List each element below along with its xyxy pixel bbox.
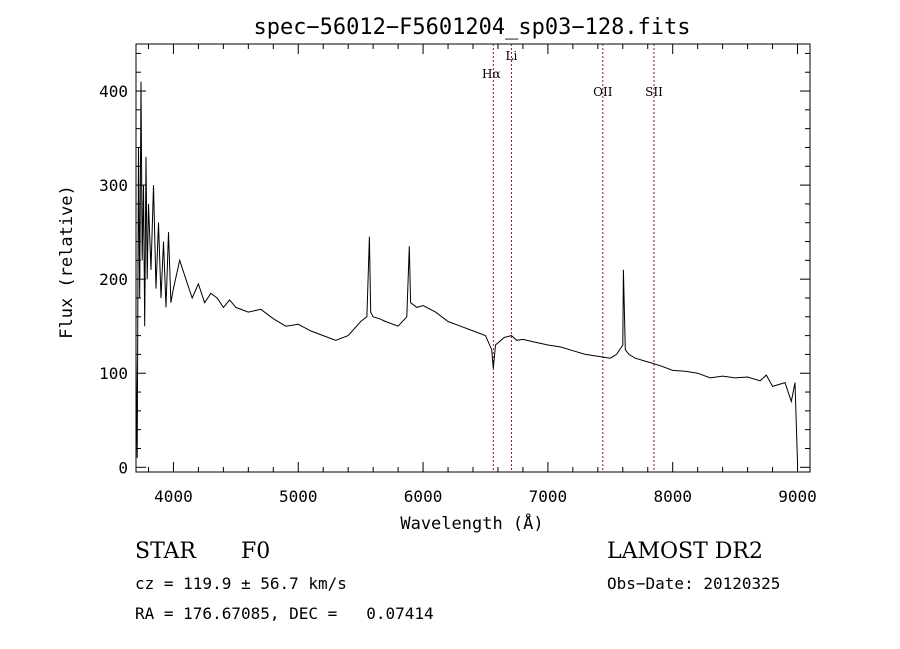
object-class: STAR — [135, 539, 196, 564]
spectrum-line — [135, 81, 798, 463]
y-tick-label: 300 — [99, 176, 128, 195]
x-tick-label: 5000 — [279, 487, 318, 506]
y-tick-label: 200 — [99, 270, 128, 289]
y-axis: 0 100 200 300 400 — [99, 52, 810, 477]
spectral-line-label: OII — [593, 85, 613, 99]
spectral-line-label: SII — [645, 85, 663, 99]
x-tick-label: 8000 — [653, 487, 692, 506]
x-tick-label: 4000 — [154, 487, 193, 506]
velocity-readout: cz = 119.9 ± 56.7 km/s — [135, 574, 347, 593]
plot-frame — [135, 43, 811, 473]
y-tick-label: 0 — [118, 458, 128, 477]
coordinates-readout: RA = 176.67085, DEC = 0.07414 — [135, 604, 434, 623]
survey-name: LAMOST DR2 — [607, 539, 763, 564]
y-tick-label: 100 — [99, 364, 128, 383]
x-tick-label: 7000 — [529, 487, 568, 506]
chart-title: spec−56012−F5601204_sp03−128.fits — [253, 15, 690, 40]
x-axis-label: Wavelength (Å) — [400, 512, 543, 534]
x-axis: 4000 5000 6000 7000 8000 9000 — [147, 44, 817, 506]
spectral-subclass: F0 — [241, 539, 271, 564]
spectral-line-label: Hα — [482, 67, 501, 81]
spectral-line-markers: Hα Li OII SII — [482, 44, 663, 472]
x-tick-label: 6000 — [404, 487, 443, 506]
y-tick-label: 400 — [99, 82, 128, 101]
observation-date: Obs−Date: 20120325 — [607, 574, 781, 593]
y-axis-label: Flux (relative) — [57, 185, 77, 339]
x-tick-label: 9000 — [778, 487, 817, 506]
spectral-line-label: Li — [506, 49, 518, 63]
